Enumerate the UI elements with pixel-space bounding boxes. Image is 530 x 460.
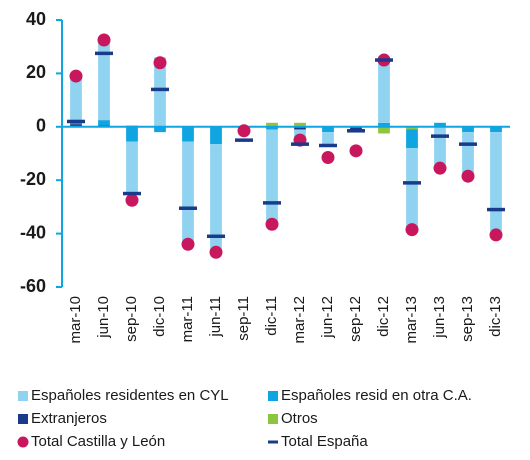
legend-swatch [17, 436, 29, 448]
bar-segment [406, 129, 418, 149]
bar-segment [98, 120, 110, 126]
dash [179, 206, 197, 210]
bar-segment [126, 126, 138, 142]
legend-swatch [268, 391, 278, 401]
bar-segment [70, 124, 82, 127]
dash [151, 87, 169, 92]
x-tick-label: sep-13 [459, 296, 476, 342]
bar-segment [294, 122, 306, 127]
bar-segment [210, 126, 222, 145]
y-tick-label: 20 [26, 62, 46, 82]
x-tick-label: jun-13 [431, 296, 448, 339]
x-tick-label: dic-11 [263, 296, 280, 336]
bar-segment [294, 126, 306, 130]
bar-segment [266, 129, 278, 223]
bar-segment [462, 132, 474, 175]
legend-label: Españoles residentes en CYL [31, 387, 229, 404]
legend-label: Total España [281, 433, 368, 450]
legend-label: Otros [281, 410, 318, 427]
bar-segment [210, 144, 222, 251]
x-tick-label: jun-11 [207, 296, 224, 338]
dot [489, 228, 503, 242]
dot [461, 169, 475, 183]
dash [319, 143, 337, 148]
bar-segment [322, 132, 334, 146]
y-tick-label: -60 [20, 276, 46, 296]
bar-segment [322, 126, 334, 133]
bar-segment [98, 40, 110, 121]
x-tick-label: mar-10 [67, 296, 84, 344]
y-tick-label: 0 [36, 116, 46, 136]
bar-segment [406, 126, 418, 130]
dot [69, 69, 83, 83]
bar-segment [182, 141, 194, 243]
legend-label: Extranjeros [31, 410, 107, 427]
bar-segment [378, 122, 390, 127]
x-tick-label: dic-12 [375, 296, 392, 337]
x-tick-label: dic-10 [151, 296, 168, 337]
y-tick-label: -40 [20, 222, 46, 242]
dot [125, 193, 139, 207]
dash [291, 142, 309, 146]
dash [123, 191, 141, 196]
dash [207, 234, 225, 239]
bar-segment [182, 126, 194, 142]
bar-segment [154, 57, 166, 127]
bar-segment [378, 58, 390, 123]
y-tick-label: 40 [26, 9, 46, 29]
legend-label: Total Castilla y León [31, 433, 165, 450]
x-tick-label: sep-11 [235, 296, 252, 341]
legend-label: Españoles resid en otra C.A. [281, 387, 472, 404]
dot [405, 223, 419, 237]
x-tick-label: sep-10 [123, 296, 140, 342]
dot [265, 217, 279, 231]
bar-segment [490, 132, 502, 231]
bar-segment [266, 122, 278, 127]
dash [235, 138, 253, 142]
bar-segment [126, 141, 138, 195]
dash [263, 201, 281, 205]
bar-segment [378, 126, 390, 134]
legend-swatch [18, 391, 28, 401]
x-tick-label: mar-11 [179, 296, 196, 342]
x-tick-label: sep-12 [347, 296, 364, 342]
dash [375, 58, 393, 62]
x-tick-label: jun-10 [95, 296, 112, 339]
dot [97, 33, 111, 47]
x-tick-label: mar-12 [291, 296, 308, 344]
bar-segment [490, 126, 502, 133]
dot [237, 124, 251, 138]
legend-swatch [18, 414, 28, 424]
y-tick-label: -20 [20, 169, 46, 189]
bar-segment [70, 76, 82, 122]
bar-segment [154, 126, 166, 133]
bar-segment [434, 126, 446, 167]
legend-swatch [268, 440, 278, 444]
x-tick-label: dic-13 [487, 296, 504, 337]
bar-segment [462, 126, 474, 133]
dash [431, 134, 449, 138]
x-tick-label: jun-12 [319, 296, 336, 339]
bar-segment [434, 122, 446, 127]
dot [181, 237, 195, 251]
bar-segment [266, 126, 278, 130]
dash [403, 181, 421, 185]
dot [433, 161, 447, 175]
dash [67, 119, 85, 124]
dash [95, 51, 113, 56]
legend-swatch [268, 414, 278, 424]
dot [209, 245, 223, 259]
dash [459, 142, 477, 146]
dot [153, 56, 167, 70]
bar-segment [406, 148, 418, 229]
dash [487, 207, 505, 212]
dot [349, 144, 363, 158]
bar-segment [350, 126, 362, 131]
dash [347, 129, 365, 133]
x-tick-label: mar-13 [403, 296, 420, 344]
dot [321, 151, 335, 165]
